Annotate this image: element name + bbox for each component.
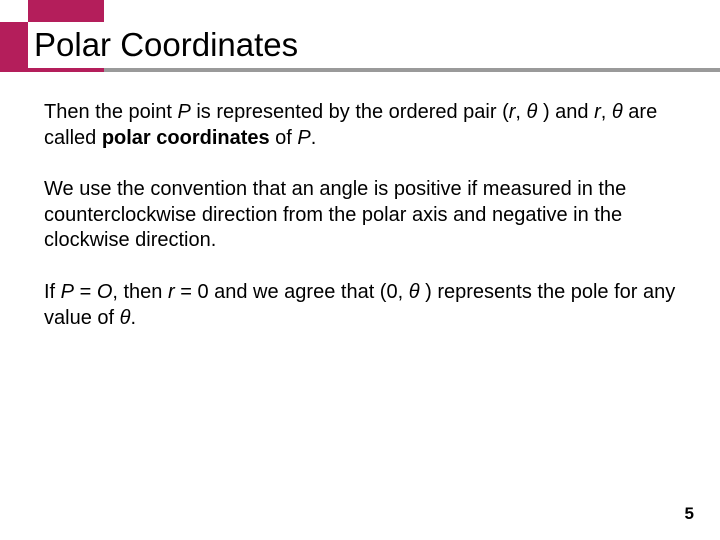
term-polar-coordinates: polar coordinates (102, 127, 270, 149)
paragraph-2: We use the convention that an angle is p… (44, 177, 676, 254)
title-underline (0, 68, 720, 72)
text: = (74, 281, 97, 303)
text: , (515, 101, 526, 123)
text: , then (112, 281, 168, 303)
underline-accent (0, 68, 104, 72)
text: of (270, 127, 298, 149)
text: ) and (537, 101, 594, 123)
title-row: Polar Coordinates (0, 0, 720, 68)
var-r: r (168, 281, 175, 303)
var-P: P (297, 127, 310, 149)
text: . (130, 307, 136, 329)
slide-header: Polar Coordinates (0, 0, 720, 72)
var-O: O (97, 281, 113, 303)
text: is represented by the ordered pair ( (191, 101, 509, 123)
paragraph-3: If P = O, then r = 0 and we agree that (… (44, 280, 676, 331)
text: If (44, 281, 61, 303)
var-theta: θ (409, 281, 420, 303)
var-r: r (594, 101, 601, 123)
accent-block-left (0, 22, 28, 68)
text: = 0 and we agree that (0, (175, 281, 409, 303)
text: . (311, 127, 317, 149)
slide-title: Polar Coordinates (28, 22, 298, 68)
text: , (601, 101, 612, 123)
var-P: P (61, 281, 74, 303)
underline-gray (104, 68, 720, 72)
var-theta: θ (612, 101, 623, 123)
page-number: 5 (685, 504, 694, 524)
paragraph-1: Then the point P is represented by the o… (44, 100, 676, 151)
text: Then the point (44, 101, 177, 123)
var-theta: θ (120, 307, 131, 329)
slide-content: Then the point P is represented by the o… (0, 72, 720, 331)
var-P: P (177, 101, 190, 123)
var-theta: θ (527, 101, 538, 123)
